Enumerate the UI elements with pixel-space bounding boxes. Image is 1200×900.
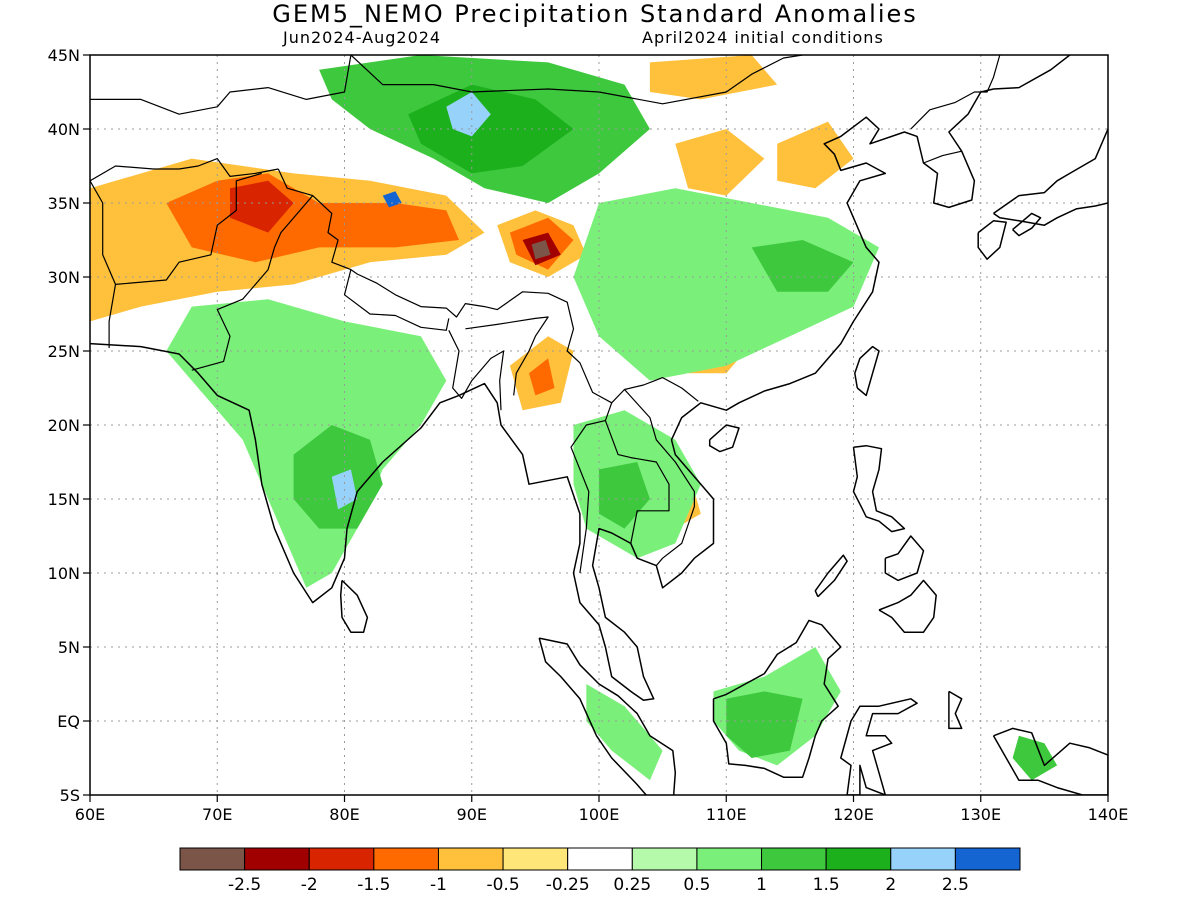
lat-tick-label: 30N <box>48 268 80 287</box>
colorbar-swatch <box>890 847 956 871</box>
country-border <box>448 330 505 411</box>
coastline <box>854 345 880 397</box>
lat-tick-label: 25N <box>48 342 80 361</box>
colorbar-swatch <box>437 847 504 871</box>
lon-tick-label: 80E <box>329 805 359 824</box>
colorbar-swatch <box>308 847 375 871</box>
colorbar-swatch <box>567 847 633 871</box>
country-border <box>570 402 613 574</box>
lon-tick-label: 130E <box>960 805 1001 824</box>
lat-tick-label: 35N <box>48 194 80 213</box>
coastline <box>708 424 740 453</box>
colorbar-label: 1 <box>756 875 767 895</box>
anomaly-region-23 <box>751 240 854 292</box>
lon-tick-label: 100E <box>579 805 620 824</box>
country-border <box>465 316 549 396</box>
coastline <box>948 690 963 730</box>
lat-tick-label: 40N <box>48 120 80 139</box>
anomaly-region-9 <box>649 55 778 100</box>
country-border <box>624 389 696 566</box>
country-border <box>90 55 352 115</box>
coastline <box>1107 105 1108 108</box>
anomaly-region-11 <box>529 358 555 396</box>
anomaly-region-18 <box>382 191 402 208</box>
anomaly-region-27 <box>726 691 803 758</box>
colorbar-label: 0.5 <box>683 875 710 895</box>
country-border <box>90 180 117 348</box>
country-border <box>191 195 314 371</box>
lat-tick-label: EQ <box>57 712 80 731</box>
lon-tick-label: 120E <box>833 805 874 824</box>
colorbar-swatch <box>373 847 439 871</box>
colorbar-label: 2.5 <box>942 875 969 895</box>
lat-tick-label: 10N <box>48 564 80 583</box>
anomaly-region-8 <box>777 121 854 189</box>
chart-title: GEM5_NEMO Precipitation Standard Anomali… <box>272 0 918 28</box>
coastline <box>884 535 925 582</box>
coastline <box>90 55 1071 702</box>
anomaly-region-19 <box>166 299 447 588</box>
colorbar-label: 0.25 <box>613 875 651 895</box>
colorbar-swatch <box>954 847 1021 871</box>
anomaly-region-7 <box>675 129 765 196</box>
anomaly-region-6 <box>531 240 551 260</box>
lat-tick-label: 5N <box>58 638 80 657</box>
coastline <box>977 220 1007 260</box>
country-border <box>910 55 1001 130</box>
colorbar-label: -1 <box>430 875 447 895</box>
colorbar-label: -0.5 <box>486 875 519 895</box>
lon-tick-label: 140E <box>1088 805 1129 824</box>
lon-tick-label: 110E <box>706 805 747 824</box>
coastline <box>712 619 842 778</box>
map-plot-area <box>90 55 1108 795</box>
colorbar-label: -2 <box>301 875 318 895</box>
country-border <box>604 420 670 544</box>
anomaly-region-17 <box>446 92 491 137</box>
anomaly-region-22 <box>573 188 879 381</box>
coastline <box>538 637 677 795</box>
colorbar-label: -1.5 <box>357 875 390 895</box>
colorbar-swatch <box>825 847 892 871</box>
forecast-period: Jun2024-Aug2024 <box>283 28 442 47</box>
lon-tick-label: 70E <box>202 805 232 824</box>
colorbar-swatch <box>631 847 698 871</box>
initial-conditions: April2024 initial conditions <box>642 28 884 47</box>
colorbar-label: 1.5 <box>813 875 840 895</box>
coastline <box>993 126 1108 226</box>
anomaly-region-2 <box>230 180 294 233</box>
anomaly-region-28 <box>586 684 663 781</box>
lat-tick-label: 5S <box>60 786 80 805</box>
country-border <box>343 269 450 331</box>
lat-tick-label: 20N <box>48 416 80 435</box>
lon-tick-label: 90E <box>457 805 487 824</box>
lat-tick-label: 45N <box>48 46 80 65</box>
coastline <box>814 554 848 598</box>
colorbar-label: -2.5 <box>228 875 261 895</box>
colorbar-label: 2 <box>885 875 896 895</box>
country-border <box>90 158 279 182</box>
colorbar-swatch <box>502 847 569 871</box>
coastline <box>840 698 918 795</box>
country-border <box>350 55 803 105</box>
coastline <box>852 444 906 533</box>
country-border <box>277 168 699 404</box>
coastline <box>878 579 937 633</box>
country-border <box>115 172 262 285</box>
colorbar-legend: -2.5 -2 -1.5 -1 -0.5 -0.25 0.25 0.5 1 1.5 2 2.5 <box>179 847 1021 895</box>
colorbar-swatch <box>761 847 827 871</box>
anomaly-region-29 <box>1012 735 1058 781</box>
colorbar-swatch <box>179 847 246 871</box>
lat-tick-label: 15N <box>48 490 80 509</box>
coastline <box>339 579 369 633</box>
colorbar-swatch <box>696 847 763 871</box>
colorbar-swatch <box>244 847 310 871</box>
coastline <box>992 727 1108 795</box>
lon-tick-label: 60E <box>75 805 105 824</box>
coastline <box>1012 212 1042 237</box>
colorbar-label: -0.25 <box>546 875 590 895</box>
country-border <box>923 150 962 164</box>
